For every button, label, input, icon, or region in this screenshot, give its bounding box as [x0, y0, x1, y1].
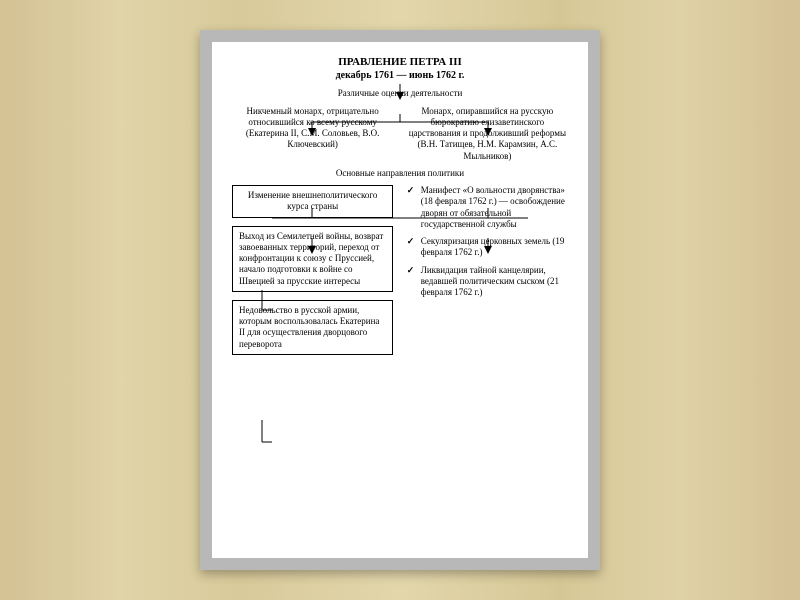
right-column: Манифест «О вольности дворянства» (18 фе…	[407, 185, 568, 363]
diagram-page: ПРАВЛЕНИЕ ПЕТРА III декабрь 1761 — июнь …	[212, 42, 588, 558]
assessment-left: Никчемный монарх, отрицательно относивши…	[232, 106, 393, 162]
foreign-policy-box: Изменение внешнеполитического курса стра…	[232, 185, 393, 218]
reform-item: Секуляризация церковных земель (19 февра…	[407, 236, 568, 259]
reform-item: Ликвидация тайной канцелярии, ведавшей п…	[407, 265, 568, 299]
outer-frame: ПРАВЛЕНИЕ ПЕТРА III декабрь 1761 — июнь …	[200, 30, 600, 570]
title-block: ПРАВЛЕНИЕ ПЕТРА III декабрь 1761 — июнь …	[232, 56, 568, 82]
policy-label: Основные направления политики	[232, 168, 568, 179]
discontent-box: Недовольство в русской армии, которым во…	[232, 300, 393, 355]
title-line2: декабрь 1761 — июнь 1762 г.	[232, 70, 568, 83]
lower-columns: Изменение внешнеполитического курса стра…	[232, 185, 568, 363]
seven-years-war-box: Выход из Семилетней войны, возврат завое…	[232, 226, 393, 292]
assessments-row: Никчемный монарх, отрицательно относивши…	[232, 106, 568, 162]
reforms-list: Манифест «О вольности дворянства» (18 фе…	[407, 185, 568, 298]
assessments-label: Различные оценки деятельности	[232, 88, 568, 99]
reform-item: Манифест «О вольности дворянства» (18 фе…	[407, 185, 568, 230]
assessment-right: Монарх, опиравшийся на русскую бюрократи…	[407, 106, 568, 162]
left-column: Изменение внешнеполитического курса стра…	[232, 185, 393, 363]
title-line1: ПРАВЛЕНИЕ ПЕТРА III	[232, 56, 568, 70]
